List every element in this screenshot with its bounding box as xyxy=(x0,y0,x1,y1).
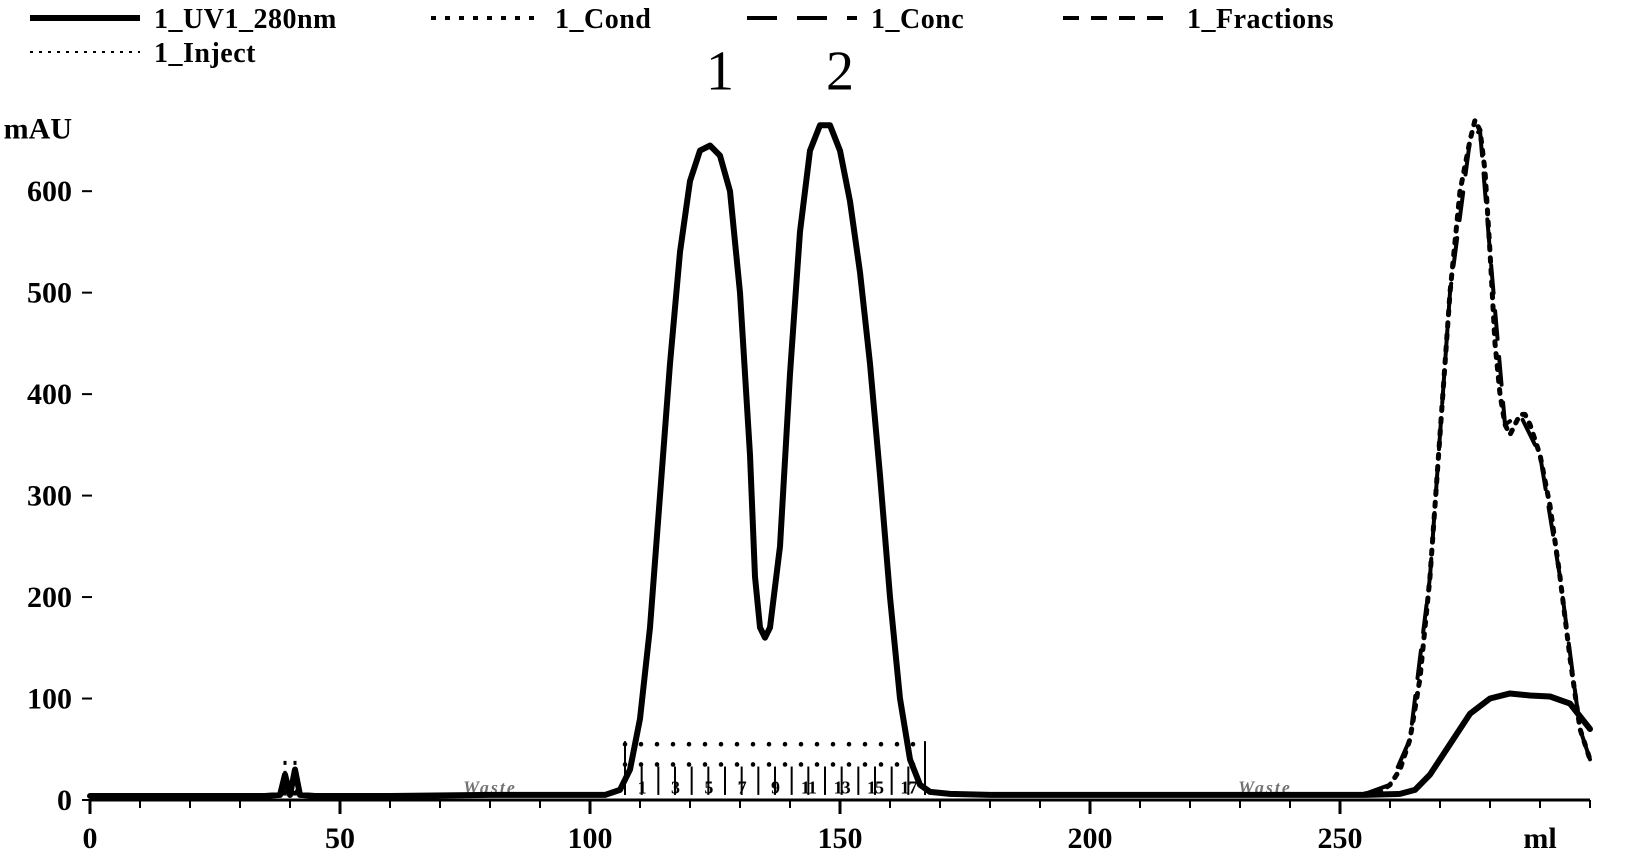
fraction-dot xyxy=(831,762,836,767)
fraction-dot xyxy=(639,762,644,767)
fraction-number: 7 xyxy=(738,778,747,798)
fraction-dot xyxy=(815,762,820,767)
fraction-dot xyxy=(687,762,692,767)
fraction-dot xyxy=(815,742,820,747)
fraction-dot xyxy=(911,762,916,767)
fraction-dot xyxy=(783,762,788,767)
fraction-dot xyxy=(895,762,900,767)
fraction-number: 15 xyxy=(867,778,884,798)
x-tick-label: 0 xyxy=(83,822,98,855)
y-tick-label: 300 xyxy=(27,480,72,513)
fraction-dot xyxy=(783,742,788,747)
fraction-dot xyxy=(735,762,740,767)
y-axis-unit: mAU xyxy=(4,112,72,145)
fraction-dot xyxy=(735,742,740,747)
fraction-dot xyxy=(847,762,852,767)
x-tick-label: 200 xyxy=(1068,822,1113,855)
series-conc_longdash xyxy=(1365,130,1590,794)
fraction-dot xyxy=(879,742,884,747)
fraction-dot xyxy=(751,762,756,767)
x-tick-label: 250 xyxy=(1318,822,1363,855)
fraction-dot xyxy=(831,742,836,747)
fraction-dot xyxy=(703,762,708,767)
fraction-number: 1 xyxy=(638,778,647,798)
fraction-dot xyxy=(863,742,868,747)
fraction-dot xyxy=(911,742,916,747)
fraction-number: 13 xyxy=(834,778,851,798)
y-tick-label: 0 xyxy=(57,784,72,817)
fraction-number: 5 xyxy=(704,778,713,798)
y-tick-label: 400 xyxy=(27,378,72,411)
fraction-dot xyxy=(847,742,852,747)
fraction-dot xyxy=(895,742,900,747)
waste-label: Waste xyxy=(463,778,517,798)
chart-svg: 1_UV1_280nm 1_Cond 1_Conc 1_Fractions 1_Inje… xyxy=(0,0,1638,864)
x-tick-label: 150 xyxy=(818,822,863,855)
legend-item-label: 1_Fractions xyxy=(1187,4,1334,35)
fraction-dot xyxy=(671,762,676,767)
x-tick-label: 100 xyxy=(568,822,613,855)
series-uv_solid xyxy=(90,125,1590,796)
fraction-dot xyxy=(767,742,772,747)
peak-label: 2 xyxy=(826,41,854,103)
x-tick-label: 50 xyxy=(325,822,355,855)
fraction-dot xyxy=(799,762,804,767)
fraction-dot xyxy=(655,742,660,747)
legend-item-label: 1_UV1_280nm xyxy=(154,4,337,35)
fraction-dot xyxy=(767,762,772,767)
fraction-dot xyxy=(687,742,692,747)
peak-label: 1 xyxy=(706,41,734,103)
fraction-number: 3 xyxy=(671,778,680,798)
fraction-dot xyxy=(751,742,756,747)
fraction-number: 11 xyxy=(801,778,817,798)
fraction-number: 17 xyxy=(900,778,917,798)
fraction-dot xyxy=(639,742,644,747)
fraction-dot xyxy=(863,762,868,767)
fraction-number: 9 xyxy=(771,778,780,798)
legend-item-label: 1_Conc xyxy=(871,4,964,35)
fraction-dot xyxy=(671,742,676,747)
y-tick-label: 200 xyxy=(27,581,72,614)
x-axis-unit: ml xyxy=(1523,822,1556,855)
y-tick-label: 100 xyxy=(27,683,72,716)
fraction-dot xyxy=(703,742,708,747)
waste-label: Waste xyxy=(1238,778,1292,798)
series-cond_dotted xyxy=(1365,120,1590,794)
fraction-dot xyxy=(719,762,724,767)
chromatogram-chart: 1_UV1_280nm 1_Cond 1_Conc 1_Fractions 1_Inje… xyxy=(0,0,1638,864)
y-tick-label: 500 xyxy=(27,277,72,310)
inject-label: F2 xyxy=(281,780,300,800)
y-tick-label: 600 xyxy=(27,175,72,208)
legend-item-label: 1_Inject xyxy=(154,38,256,69)
fraction-dot xyxy=(879,762,884,767)
fraction-dot xyxy=(799,742,804,747)
legend-item-label: 1_Cond xyxy=(555,4,651,35)
fraction-dot xyxy=(655,762,660,767)
fraction-dot xyxy=(719,742,724,747)
